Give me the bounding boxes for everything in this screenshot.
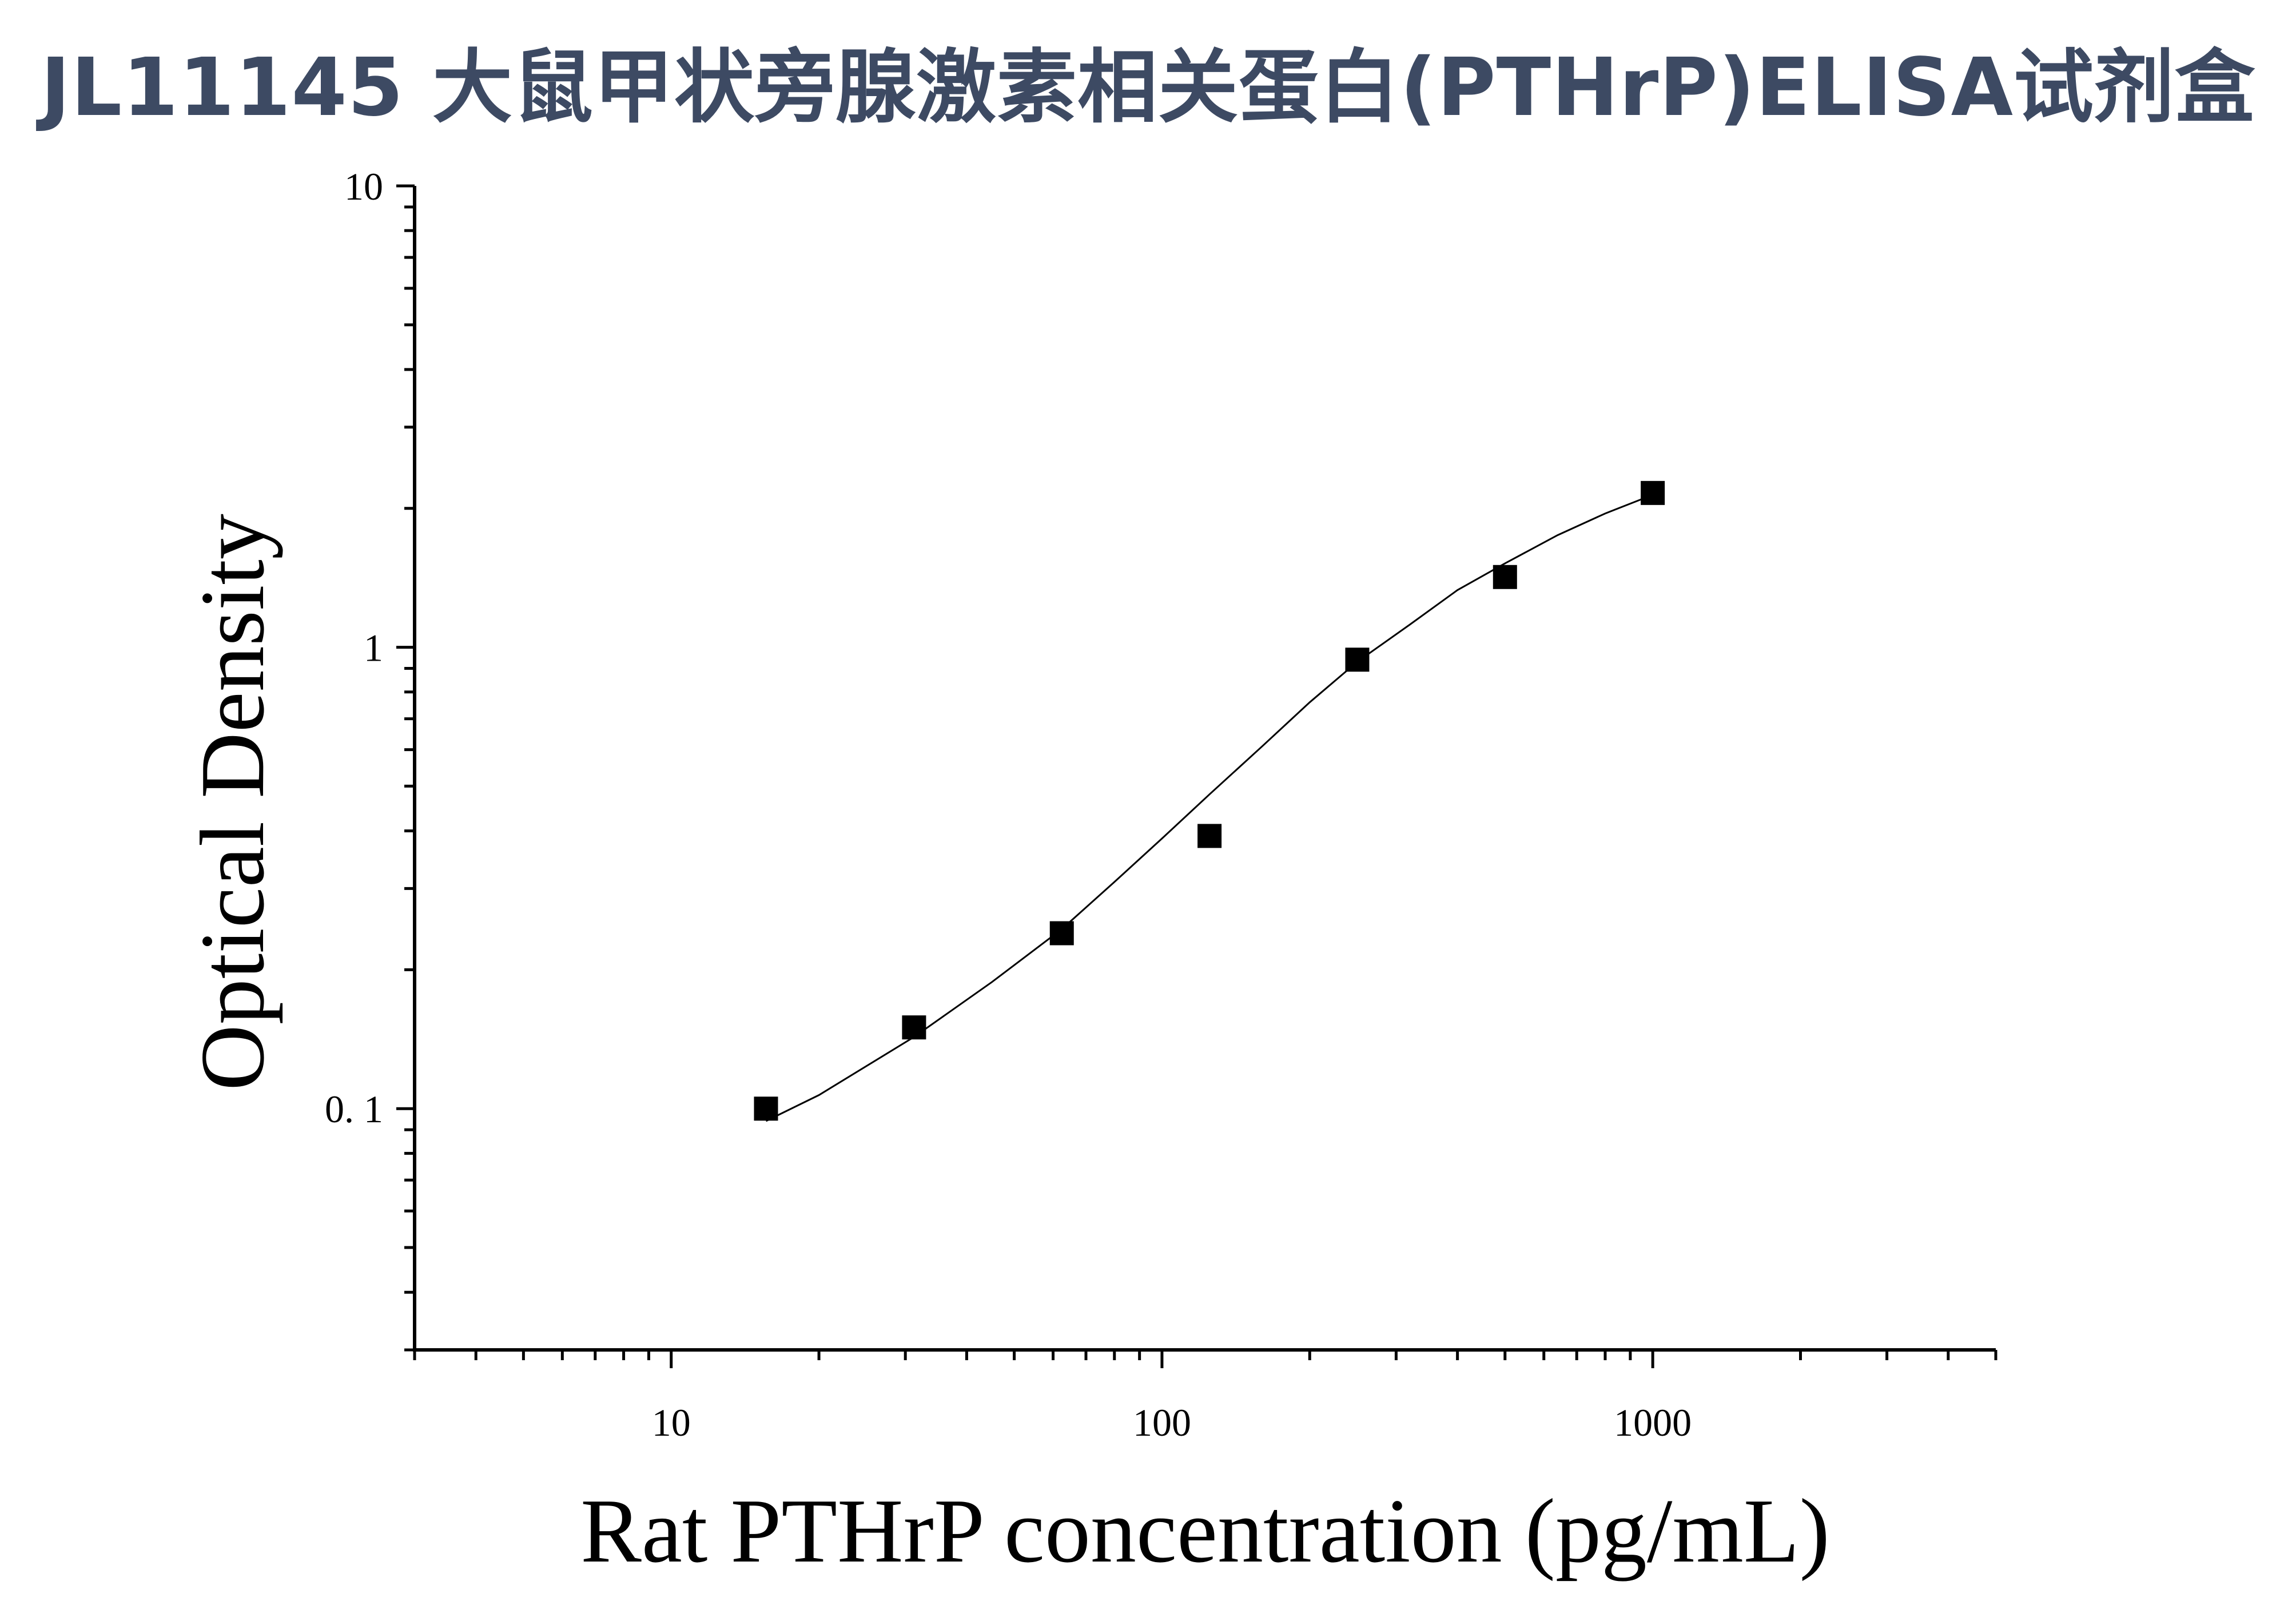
y-tick-label: 1 xyxy=(364,626,383,670)
y-axis-title: Optical Density xyxy=(181,514,283,1091)
data-points-layer xyxy=(754,480,1665,1121)
tick-labels: 10 100 1000 0. 1 1 10 xyxy=(325,165,1692,1444)
major-ticks xyxy=(396,184,1654,1368)
data-point xyxy=(1641,480,1665,505)
data-point xyxy=(1493,565,1517,589)
x-tick-label: 10 xyxy=(652,1401,691,1444)
fit-curve-layer xyxy=(765,494,1653,1122)
x-tick-label: 100 xyxy=(1133,1401,1191,1444)
page-title: JL11145 大鼠甲状旁腺激素相关蛋白(PTHrP)ELISA试剂盒 xyxy=(40,41,2256,134)
minor-ticks xyxy=(404,205,1997,1360)
data-point xyxy=(754,1097,778,1121)
data-point xyxy=(902,1015,926,1040)
data-point xyxy=(1197,824,1222,848)
data-point xyxy=(1345,647,1370,672)
y-tick-label: 10 xyxy=(344,165,383,208)
axes xyxy=(413,186,1996,1352)
fit-curve-line xyxy=(765,494,1653,1122)
data-point xyxy=(1049,921,1074,945)
x-tick-label: 1000 xyxy=(1614,1401,1692,1444)
y-tick-label: 0. 1 xyxy=(325,1087,383,1131)
x-axis-title: Rat PTHrP concentration (pg/mL) xyxy=(580,1480,1830,1582)
